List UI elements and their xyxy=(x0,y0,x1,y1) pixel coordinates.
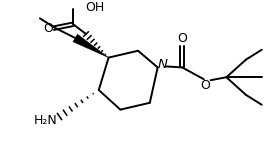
Text: OH: OH xyxy=(85,1,104,14)
Text: N: N xyxy=(158,58,167,71)
Polygon shape xyxy=(73,34,109,58)
Text: O: O xyxy=(43,22,53,35)
Text: H₂N: H₂N xyxy=(34,114,58,127)
Text: O: O xyxy=(177,32,187,46)
Text: O: O xyxy=(200,79,210,92)
